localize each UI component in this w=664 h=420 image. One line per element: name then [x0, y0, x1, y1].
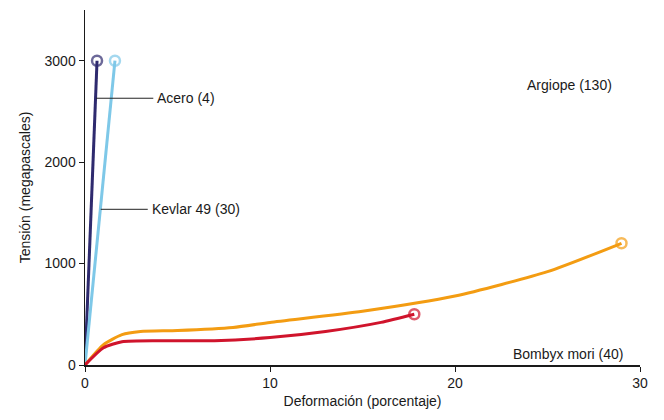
svg-text:Deformación (porcentaje): Deformación (porcentaje) — [284, 393, 442, 409]
svg-text:Kevlar 49 (30): Kevlar 49 (30) — [152, 201, 240, 217]
svg-text:3000: 3000 — [45, 53, 76, 69]
svg-text:2000: 2000 — [45, 154, 76, 170]
svg-text:Bombyx mori (40): Bombyx mori (40) — [513, 346, 623, 362]
svg-text:Tensión (megapascales): Tensión (megapascales) — [17, 112, 33, 264]
svg-text:Acero (4): Acero (4) — [157, 90, 215, 106]
svg-text:10: 10 — [262, 375, 278, 391]
svg-text:30: 30 — [632, 375, 648, 391]
svg-text:0: 0 — [81, 375, 89, 391]
svg-text:1000: 1000 — [45, 255, 76, 271]
svg-text:0: 0 — [68, 357, 76, 373]
svg-text:Argiope (130): Argiope (130) — [527, 77, 612, 93]
svg-text:20: 20 — [447, 375, 463, 391]
